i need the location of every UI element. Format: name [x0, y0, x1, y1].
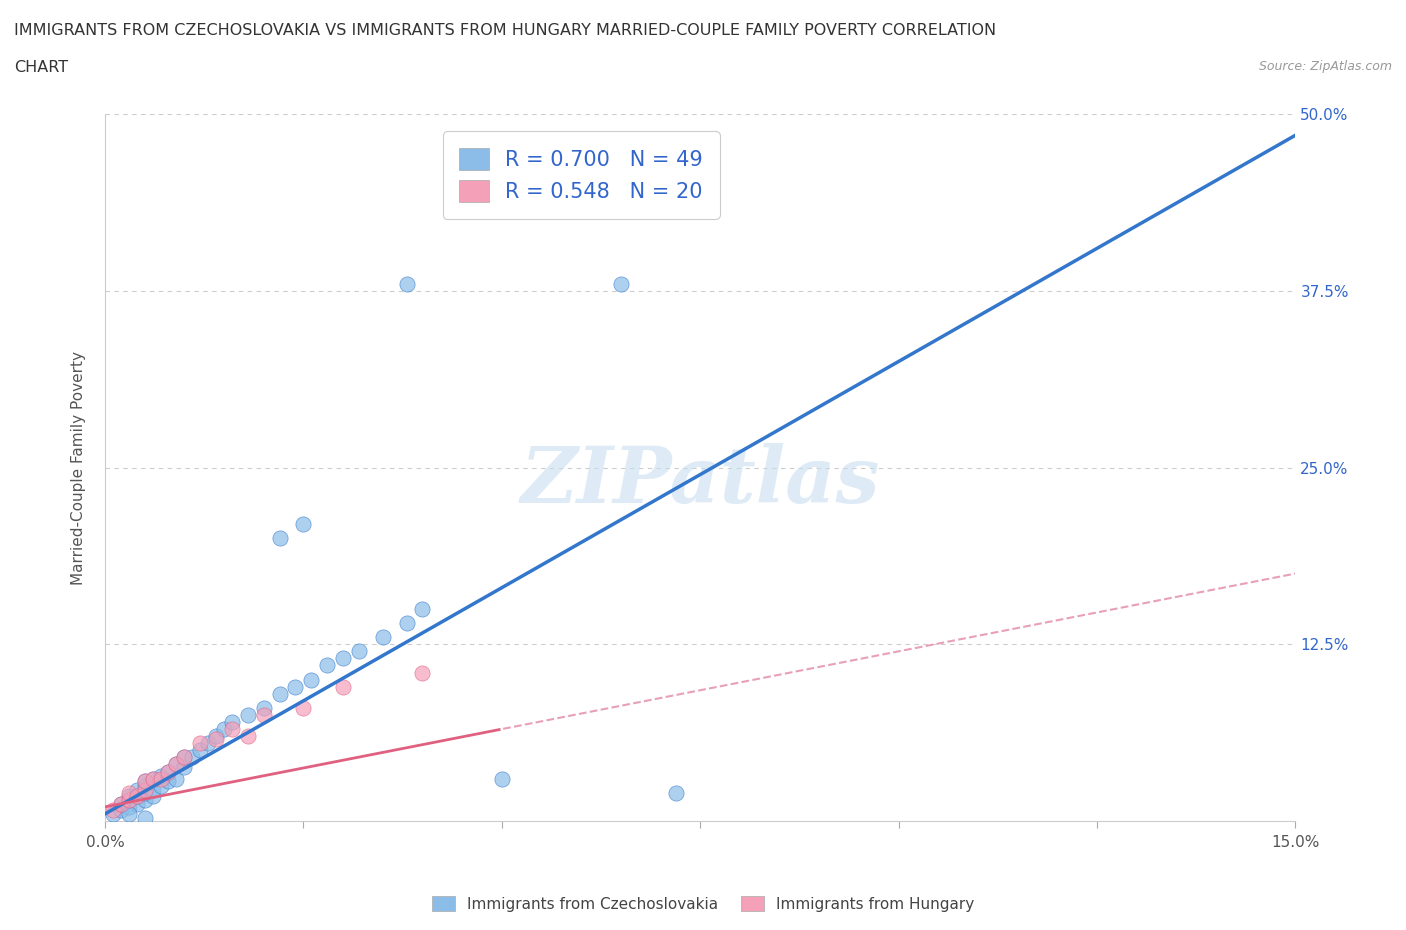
Point	[118, 800, 141, 815]
Point	[125, 788, 148, 803]
Point	[142, 771, 165, 786]
Point	[205, 732, 228, 747]
Point	[134, 774, 156, 789]
Point	[221, 714, 243, 729]
Point	[371, 630, 394, 644]
Point	[110, 803, 132, 817]
Point	[101, 803, 124, 817]
Point	[269, 686, 291, 701]
Point	[134, 792, 156, 807]
Point	[101, 806, 124, 821]
Point	[395, 616, 418, 631]
Point	[411, 665, 433, 680]
Point	[253, 700, 276, 715]
Text: ZIPatlas: ZIPatlas	[520, 444, 880, 520]
Point	[212, 722, 235, 737]
Point	[284, 679, 307, 694]
Point	[134, 811, 156, 826]
Point	[110, 797, 132, 812]
Point	[125, 782, 148, 797]
Point	[173, 760, 195, 775]
Point	[292, 700, 315, 715]
Point	[299, 672, 322, 687]
Point	[157, 764, 180, 779]
Point	[165, 757, 187, 772]
Point	[491, 771, 513, 786]
Point	[118, 792, 141, 807]
Point	[142, 782, 165, 797]
Point	[316, 658, 339, 673]
Point	[118, 806, 141, 821]
Legend: R = 0.700   N = 49, R = 0.548   N = 20: R = 0.700 N = 49, R = 0.548 N = 20	[443, 131, 720, 219]
Point	[149, 771, 172, 786]
Legend: Immigrants from Czechoslovakia, Immigrants from Hungary: Immigrants from Czechoslovakia, Immigran…	[426, 889, 980, 918]
Point	[205, 729, 228, 744]
Point	[347, 644, 370, 658]
Y-axis label: Married-Couple Family Poverty: Married-Couple Family Poverty	[72, 351, 86, 585]
Point	[134, 782, 156, 797]
Point	[157, 764, 180, 779]
Point	[332, 651, 354, 666]
Point	[188, 743, 211, 758]
Point	[269, 531, 291, 546]
Point	[165, 757, 187, 772]
Point	[292, 517, 315, 532]
Point	[134, 778, 156, 793]
Point	[221, 722, 243, 737]
Point	[165, 771, 187, 786]
Point	[118, 788, 141, 803]
Point	[197, 736, 219, 751]
Point	[411, 602, 433, 617]
Point	[149, 778, 172, 793]
Point	[395, 276, 418, 291]
Point	[332, 679, 354, 694]
Point	[134, 774, 156, 789]
Point	[149, 768, 172, 783]
Point	[188, 736, 211, 751]
Text: CHART: CHART	[14, 60, 67, 75]
Point	[173, 750, 195, 764]
Point	[118, 785, 141, 800]
Point	[173, 750, 195, 764]
Point	[610, 276, 633, 291]
Point	[134, 785, 156, 800]
Point	[142, 788, 165, 803]
Text: IMMIGRANTS FROM CZECHOSLOVAKIA VS IMMIGRANTS FROM HUNGARY MARRIED-COUPLE FAMILY : IMMIGRANTS FROM CZECHOSLOVAKIA VS IMMIGR…	[14, 23, 997, 38]
Point	[157, 774, 180, 789]
Point	[142, 771, 165, 786]
Point	[110, 797, 132, 812]
Point	[125, 797, 148, 812]
Point	[253, 708, 276, 723]
Point	[665, 785, 688, 800]
Point	[125, 788, 148, 803]
Text: Source: ZipAtlas.com: Source: ZipAtlas.com	[1258, 60, 1392, 73]
Point	[118, 792, 141, 807]
Point	[236, 729, 259, 744]
Point	[236, 708, 259, 723]
Point	[181, 750, 204, 764]
